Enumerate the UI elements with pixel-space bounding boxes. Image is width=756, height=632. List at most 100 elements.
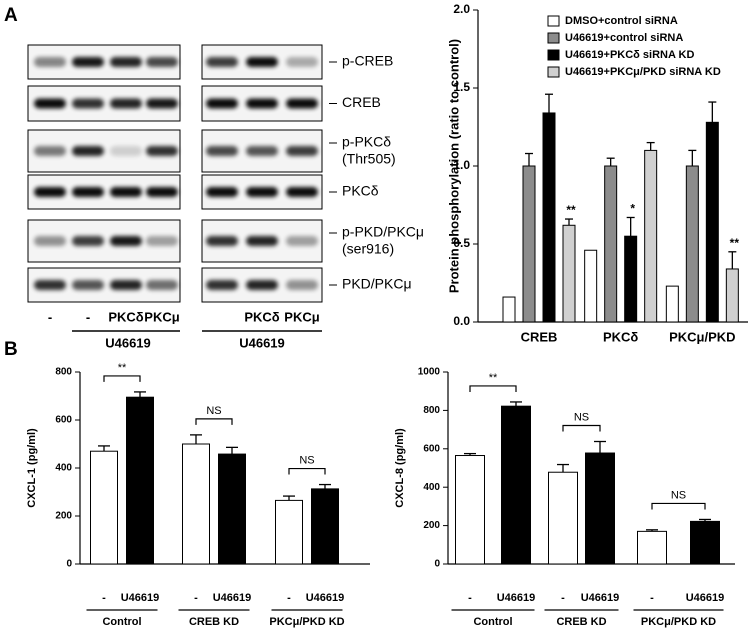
lane-label: -	[86, 309, 90, 324]
legend-swatch	[547, 15, 560, 27]
y-tick-label: 1.5	[453, 80, 470, 94]
blot-row-label: PKCδ	[342, 183, 379, 199]
y-axis-label: CXCL-8 (pg/ml)	[394, 428, 406, 508]
x-tick-label: U46619	[581, 592, 620, 604]
y-tick-label: 0	[434, 559, 440, 570]
significance-bracket	[651, 502, 706, 510]
bar	[604, 165, 618, 323]
bar	[644, 149, 658, 323]
y-tick-label: 0	[66, 559, 72, 570]
blot-band	[146, 236, 178, 246]
x-tick-label: U46619	[213, 592, 252, 604]
blot-band	[286, 187, 318, 197]
bar	[584, 249, 598, 323]
significance-label: **	[118, 362, 127, 374]
legend-label: U46619+PKCδ siRNA KD	[565, 49, 695, 61]
y-tick-label: 400	[55, 463, 72, 474]
bar	[182, 443, 210, 565]
y-tick-label: 0.5	[453, 236, 470, 250]
significance-bracket	[103, 375, 141, 382]
x-tick-label: PKCμ/PKD	[669, 329, 735, 344]
legend-label: U46619+control siRNA	[565, 32, 683, 44]
blot-band	[72, 187, 104, 197]
y-tick-label: 200	[423, 520, 440, 531]
blot-band	[34, 280, 66, 290]
blot-band	[72, 146, 104, 156]
significance-label: NS	[671, 489, 686, 501]
panel-label: B	[4, 339, 18, 360]
blot-band	[34, 57, 66, 67]
blot-row-label: (ser916)	[342, 241, 394, 257]
blot-band	[206, 280, 238, 290]
y-tick-label: 800	[423, 405, 440, 416]
y-axis-label: CXCL-1 (pg/ml)	[26, 428, 38, 508]
legend-swatch	[547, 49, 560, 61]
lane-label: PKCδ	[244, 309, 279, 324]
significance-label: NS	[299, 454, 314, 466]
bar	[548, 471, 578, 565]
blot-band	[110, 98, 142, 109]
y-tick-label: 600	[55, 415, 72, 426]
y-tick-label: 600	[423, 443, 440, 454]
treatment-label: U46619	[239, 335, 285, 350]
x-tick-label: -	[650, 592, 654, 604]
significance-bracket	[469, 385, 517, 392]
bar	[126, 396, 154, 565]
blot-row-label: CREB	[342, 94, 381, 110]
blot-band	[146, 187, 178, 197]
y-tick-label: 800	[55, 367, 72, 378]
blot-band	[146, 146, 178, 156]
group-label: CREB KD	[189, 616, 239, 628]
blot-band	[72, 280, 104, 290]
y-axis-label: Protein phosphorylation (ratio to contro…	[446, 39, 461, 293]
bar	[690, 520, 720, 565]
blot-band	[246, 146, 278, 156]
bar	[455, 455, 485, 565]
group-label: Control	[102, 616, 141, 628]
x-tick-label: PKCδ	[603, 329, 638, 344]
x-tick-label: U46619	[497, 592, 536, 604]
x-tick-label: CREB	[521, 329, 558, 344]
blot-band	[286, 98, 318, 109]
bar	[501, 405, 531, 565]
group-label: Control	[473, 616, 512, 628]
blot-band	[286, 146, 318, 156]
blot-band	[34, 146, 66, 156]
group-label: PKCμ/PKD KD	[269, 616, 344, 628]
group-label: PKCμ/PKD KD	[641, 616, 716, 628]
lane-label: -	[48, 309, 52, 324]
x-tick-label: -	[468, 592, 472, 604]
blot-band	[146, 57, 178, 67]
bar	[585, 452, 615, 565]
blot-band	[246, 236, 278, 246]
bar	[624, 235, 638, 323]
blot-band	[246, 57, 278, 67]
bar	[665, 285, 679, 323]
blot-row-label: (Thr505)	[342, 151, 396, 167]
blot-band	[206, 57, 238, 67]
bar	[90, 450, 118, 565]
significance-label: NS	[206, 405, 221, 417]
blot-band	[34, 98, 66, 109]
legend-swatch	[547, 66, 560, 78]
blot-band	[110, 187, 142, 197]
y-tick-label: 0.0	[453, 314, 470, 328]
blot-band	[72, 57, 104, 67]
x-tick-label: -	[287, 592, 291, 604]
bar	[542, 112, 556, 323]
blot-band	[286, 57, 318, 67]
blot-band	[72, 98, 104, 109]
bar	[725, 268, 739, 323]
blot-band	[286, 236, 318, 246]
y-tick-label: 2.0	[453, 2, 470, 16]
bar	[311, 488, 339, 565]
blot-band	[146, 98, 178, 109]
significance-bracket	[195, 418, 233, 425]
blot-row-label: PKD/PKCμ	[342, 276, 412, 292]
blot-band	[34, 187, 66, 197]
significance-label: **	[566, 203, 576, 217]
blot-row-label: p-PKD/PKCμ	[342, 224, 424, 240]
blot-band	[206, 98, 238, 109]
x-tick-label: -	[561, 592, 565, 604]
